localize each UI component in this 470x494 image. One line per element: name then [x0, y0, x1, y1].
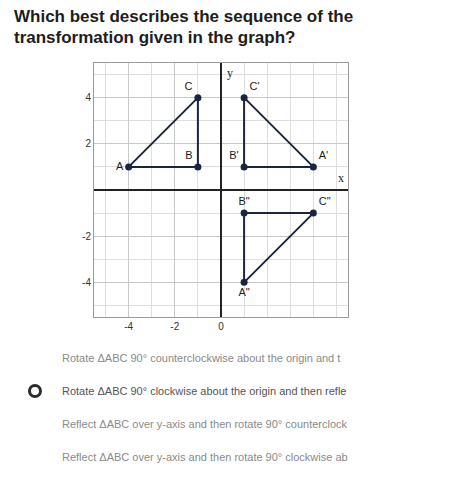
svg-text:C": C" [319, 195, 331, 207]
svg-text:x: x [338, 171, 344, 185]
svg-text:B': B' [229, 149, 238, 161]
svg-text:A': A' [319, 149, 328, 161]
svg-text:-2: -2 [82, 231, 91, 242]
svg-text:-2: -2 [170, 321, 179, 332]
svg-text:4: 4 [85, 92, 91, 103]
svg-text:A: A [116, 160, 124, 172]
svg-text:C': C' [249, 80, 259, 92]
svg-text:A": A" [238, 286, 249, 298]
svg-text:y: y [227, 66, 233, 80]
svg-text:2: 2 [85, 138, 91, 149]
svg-text:C: C [185, 80, 193, 92]
html-text:Rotate ΔABC 90° counterclockwi: Rotate ΔABC 90° counterclockwise about t… [62, 352, 341, 364]
svg-text:-4: -4 [82, 277, 91, 288]
html-text:Reflect ΔABC over y-axis and t: Reflect ΔABC over y-axis and then rotate… [62, 451, 348, 463]
html-text:Rotate ΔABC 90° clockwise abou: Rotate ΔABC 90° clockwise about the orig… [62, 385, 347, 397]
svg-text:B": B" [238, 195, 249, 207]
html-text:Reflect ΔABC over y-axis and t: Reflect ΔABC over y-axis and then rotate… [62, 418, 348, 430]
svg-text:0: 0 [218, 321, 224, 332]
svg-text:B: B [185, 149, 192, 161]
html-text:Which best describes the seque: Which best describes the sequence of the… [14, 7, 354, 47]
svg-text:-4: -4 [124, 321, 133, 332]
